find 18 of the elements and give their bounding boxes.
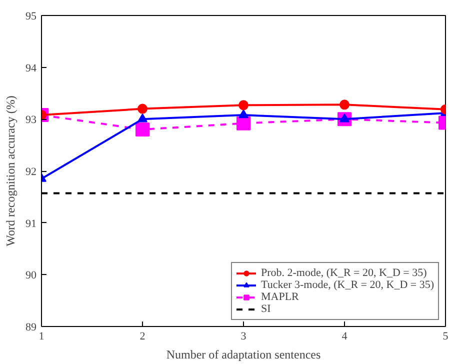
- legend-label: Tucker 3-mode, (K_R = 20, K_D = 35): [260, 279, 434, 291]
- y-tick-label: 91: [26, 218, 36, 230]
- x-tick-label: 5: [442, 330, 449, 342]
- y-tick-label: 94: [26, 62, 37, 74]
- legend-label: Prob. 2-mode, (K_R = 20, K_D = 35): [260, 267, 427, 279]
- x-axis-title: Number of adaptation sentences: [166, 348, 321, 362]
- legend-label: SI: [260, 303, 272, 315]
- y-tick-label: 92: [26, 166, 36, 178]
- y-tick-label: 89: [26, 322, 37, 334]
- y-axis-title: Word recognition accuracy (%): [4, 96, 18, 246]
- x-tick-label: 2: [140, 330, 146, 342]
- y-tick-label: 93: [26, 114, 37, 126]
- legend-label: MAPLR: [260, 291, 299, 303]
- y-tick-label: 95: [26, 10, 37, 22]
- x-tick-label: 4: [342, 330, 348, 342]
- y-tick-label: 90: [26, 270, 37, 282]
- x-tick-label: 1: [38, 330, 44, 342]
- x-tick-label: 3: [240, 330, 247, 342]
